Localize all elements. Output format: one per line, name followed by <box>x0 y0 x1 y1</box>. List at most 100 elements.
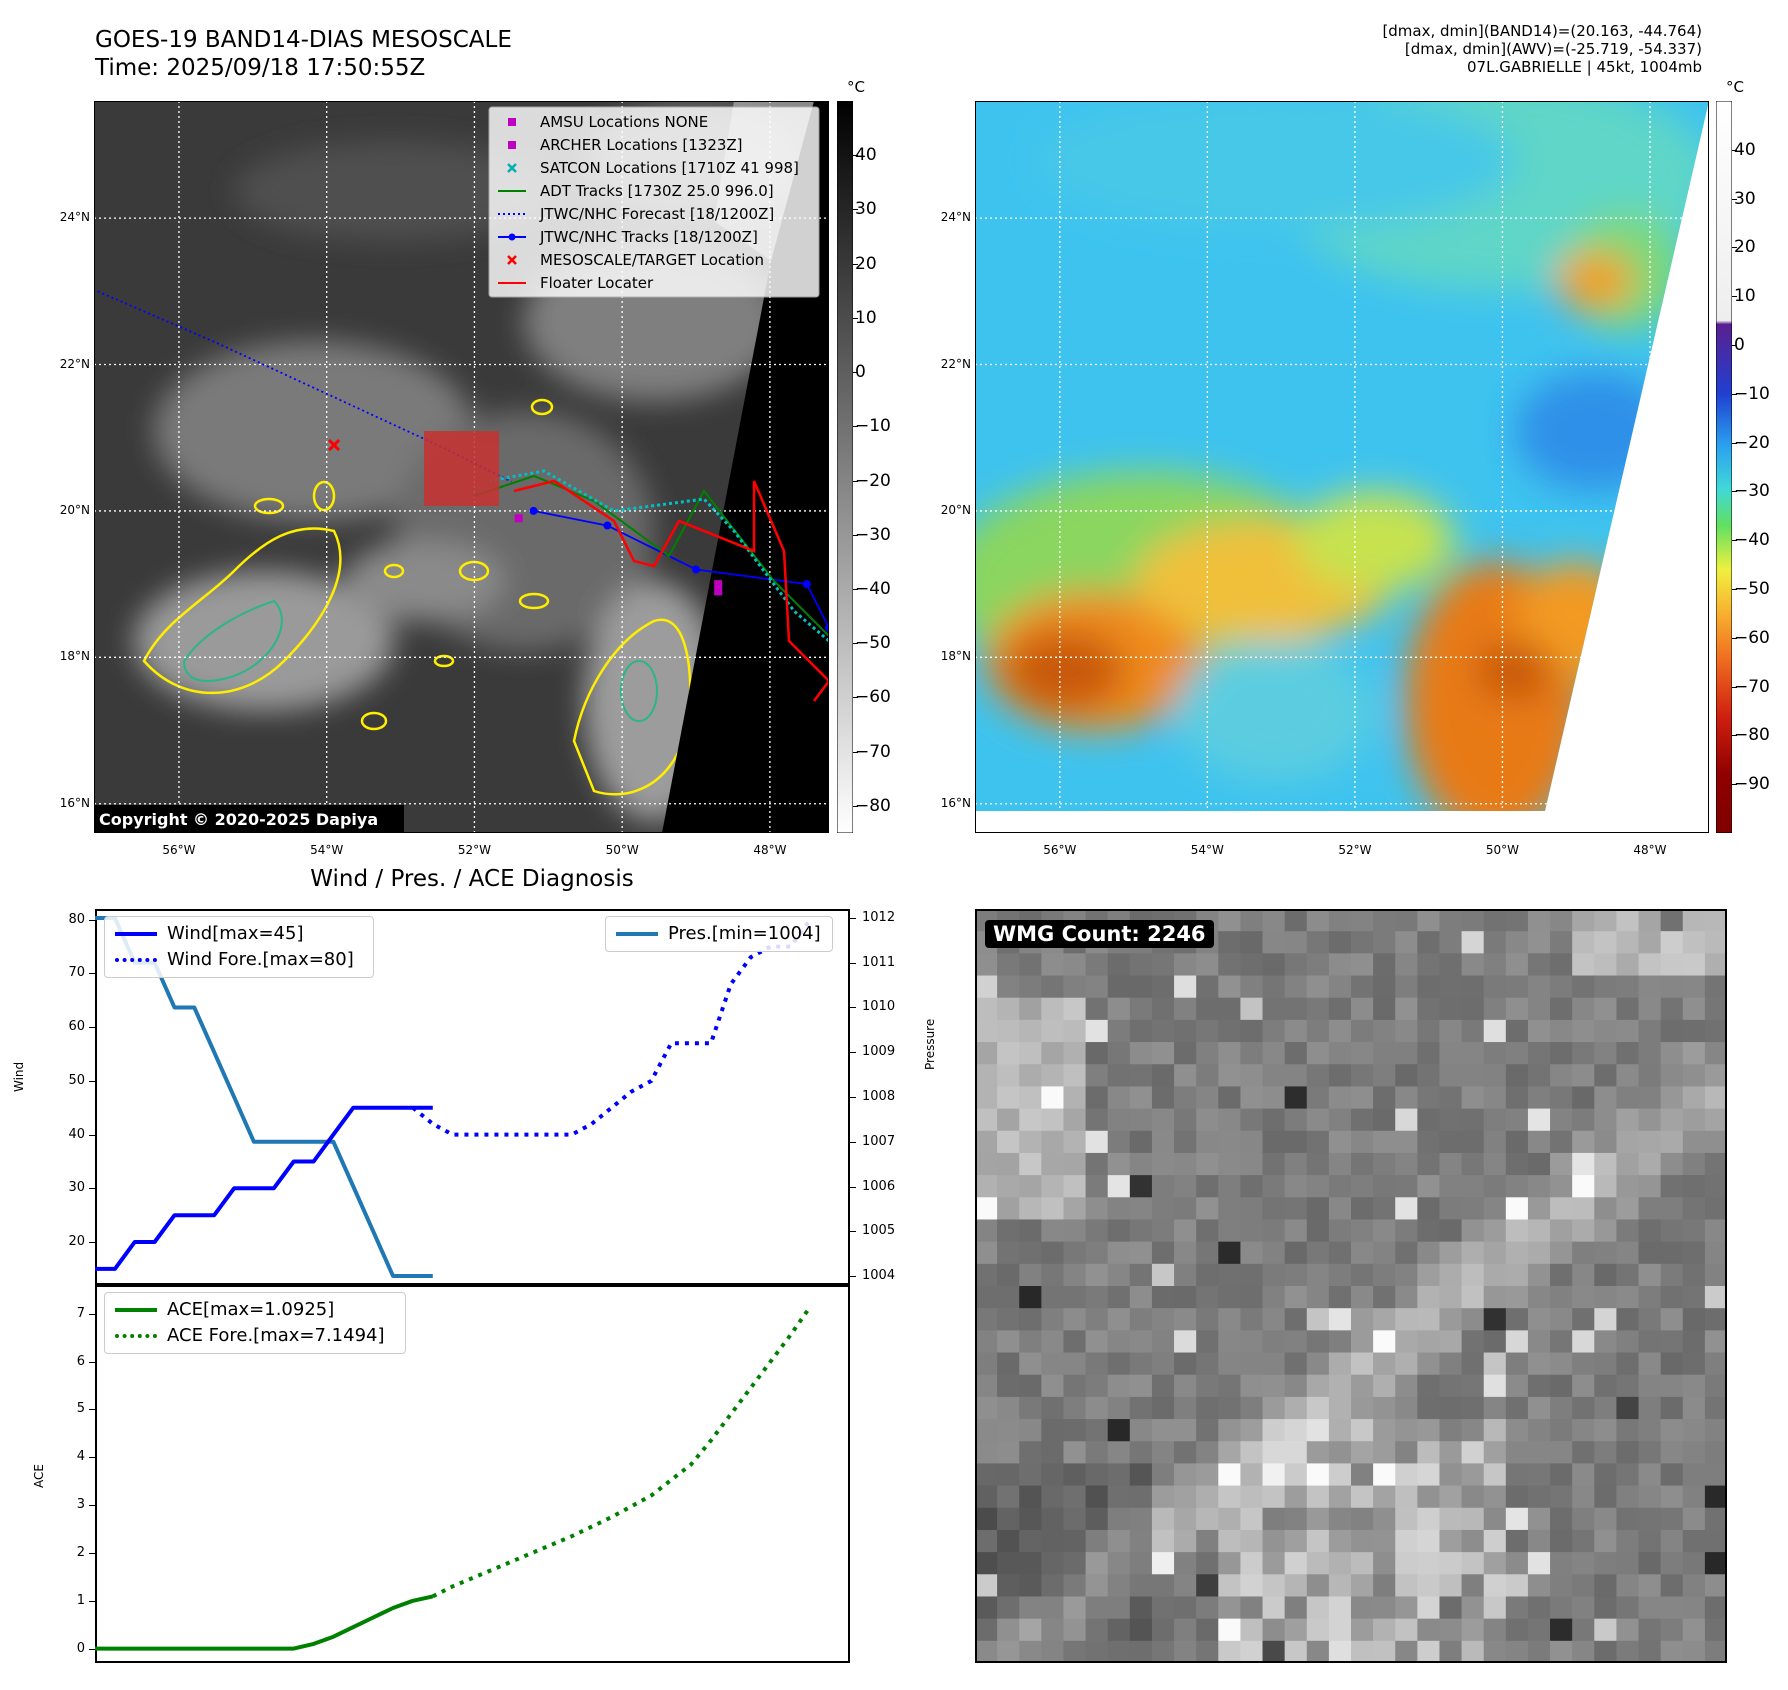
wmg-pixel <box>1616 1640 1640 1663</box>
wmg-pixel <box>1041 953 1065 977</box>
wmg-pixel <box>975 1308 998 1331</box>
wmg-pixel <box>1306 1463 1330 1487</box>
wmg-pixel <box>1351 953 1374 977</box>
wmg-pixel <box>1682 1574 1706 1598</box>
wmg-pixel <box>1594 1130 1618 1154</box>
y-tick-label: 80 <box>68 911 85 927</box>
colorbar-tick: −90 <box>1734 774 1770 795</box>
wmg-pixel <box>1351 1596 1374 1620</box>
wmg-pixel <box>975 1286 998 1309</box>
wmg-pixel <box>1505 1507 1529 1531</box>
wmg-pixel <box>1196 975 1219 999</box>
wmg-pixel <box>1594 1108 1618 1132</box>
wmg-pixel <box>1328 909 1352 932</box>
ace-fore-legend-label: ACE Fore.[max=7.1494] <box>167 1325 385 1346</box>
wmg-pixel <box>1107 1130 1131 1154</box>
wmg-pixel <box>1572 1507 1595 1531</box>
wmg-pixel <box>1660 1419 1684 1442</box>
lon-label: 50°W <box>1485 843 1519 857</box>
wmg-pixel <box>1505 1064 1529 1088</box>
wmg-pixel <box>1085 1241 1109 1265</box>
wmg-pixel <box>1682 1286 1706 1309</box>
wmg-pixel <box>1085 1197 1109 1221</box>
colorbar-tick-mark <box>853 317 858 319</box>
wmg-pixel <box>1240 1175 1264 1198</box>
wmg-pixel <box>1395 1042 1418 1065</box>
wmg-pixel <box>1063 1019 1087 1043</box>
wmg-pixel <box>1439 1441 1463 1465</box>
wmg-pixel <box>1284 1485 1308 1509</box>
wmg-pixel <box>1660 1197 1684 1221</box>
wmg-pixel <box>1483 975 1507 999</box>
wmg-pixel <box>1306 1219 1330 1243</box>
wmg-pixel <box>1240 975 1264 999</box>
wmg-pixel <box>1041 1241 1065 1265</box>
archer-point <box>514 514 523 523</box>
wmg-pixel <box>1704 1618 1727 1642</box>
wmg-pixel <box>1041 1596 1065 1620</box>
wmg-pixel <box>1616 1396 1640 1420</box>
wmg-pixel <box>1638 1396 1662 1420</box>
wmg-pixel <box>1240 1219 1264 1243</box>
ace-fore-legend-row: ACE Fore.[max=7.1494] <box>115 1325 385 1346</box>
wmg-pixel <box>1439 1286 1463 1309</box>
ace-legend-label: ACE[max=1.0925] <box>167 1299 335 1320</box>
wmg-pixel <box>1240 1152 1264 1176</box>
storm-info-line1: [dmax, dmin](BAND14)=(20.163, -44.764) <box>1382 22 1702 40</box>
wmg-pixel <box>1218 1374 1242 1398</box>
ace-axis-label: ACE <box>32 1464 46 1488</box>
wmg-pixel <box>1616 1507 1640 1531</box>
wmg-pixel <box>1461 1640 1485 1663</box>
wmg-pixel <box>1328 1197 1352 1221</box>
colorbar-tick-mark <box>1732 442 1737 444</box>
wmg-pixel <box>1417 1529 1441 1553</box>
colorbar-tick: 10 <box>855 307 877 328</box>
y-tick-mark <box>89 1648 95 1650</box>
wmg-pixel <box>1704 1241 1727 1265</box>
wmg-pixel <box>1616 1618 1640 1642</box>
y-tick-mark <box>89 919 95 921</box>
wmg-pixel <box>1218 909 1242 932</box>
y-tick-label: 0 <box>76 1640 85 1656</box>
wmg-pixel <box>1218 1574 1242 1598</box>
wmg-pixel <box>1704 1219 1727 1243</box>
wmg-pixel <box>1085 1374 1109 1398</box>
wmg-pixel <box>1660 1485 1684 1509</box>
wmg-pixel <box>997 1330 1020 1354</box>
wmg-pixel <box>1174 1130 1197 1154</box>
wmg-pixel <box>1284 1640 1308 1663</box>
wmg-pixel <box>1041 1352 1065 1376</box>
wmg-pixel <box>1218 1396 1242 1420</box>
wmg-pixel <box>1704 1441 1727 1465</box>
wmg-pixel <box>1085 1286 1109 1309</box>
wmg-pixel <box>1328 1596 1352 1620</box>
wmg-pixel <box>1019 1507 1042 1531</box>
wmg-pixel <box>1461 1507 1485 1531</box>
wmg-pixel <box>997 953 1020 977</box>
wmg-pixel <box>1218 1485 1242 1509</box>
wmg-pixel <box>1306 997 1330 1021</box>
wmg-pixel <box>1461 1175 1485 1198</box>
wmg-pixel <box>1461 1308 1485 1331</box>
wmg-pixel <box>1019 997 1042 1021</box>
wmg-pixel <box>1085 997 1109 1021</box>
wmg-pixel <box>1373 1507 1396 1531</box>
lat-label: 22°N <box>940 356 971 371</box>
wmg-pixel <box>1638 1574 1662 1598</box>
wmg-pixel <box>1660 1042 1684 1065</box>
wmg-pixel <box>1019 1197 1042 1221</box>
wmg-pixel <box>1262 975 1286 999</box>
wmg-pixel <box>1373 1286 1396 1309</box>
wmg-pixel <box>1483 1552 1507 1575</box>
wmg-pixel <box>1417 975 1441 999</box>
wmg-pixel <box>1594 1463 1618 1487</box>
wmg-pixel <box>1527 953 1551 977</box>
wmg-pixel <box>1019 1086 1042 1110</box>
wmg-pixel <box>1262 1219 1286 1243</box>
wmg-pixel <box>1284 1574 1308 1598</box>
wmg-pixel <box>1439 975 1463 999</box>
wmg-pixel <box>1129 1640 1153 1663</box>
wmg-pixel <box>1196 1618 1219 1642</box>
y-tick-label: 1007 <box>862 1133 896 1149</box>
wmg-pixel <box>1085 1463 1109 1487</box>
